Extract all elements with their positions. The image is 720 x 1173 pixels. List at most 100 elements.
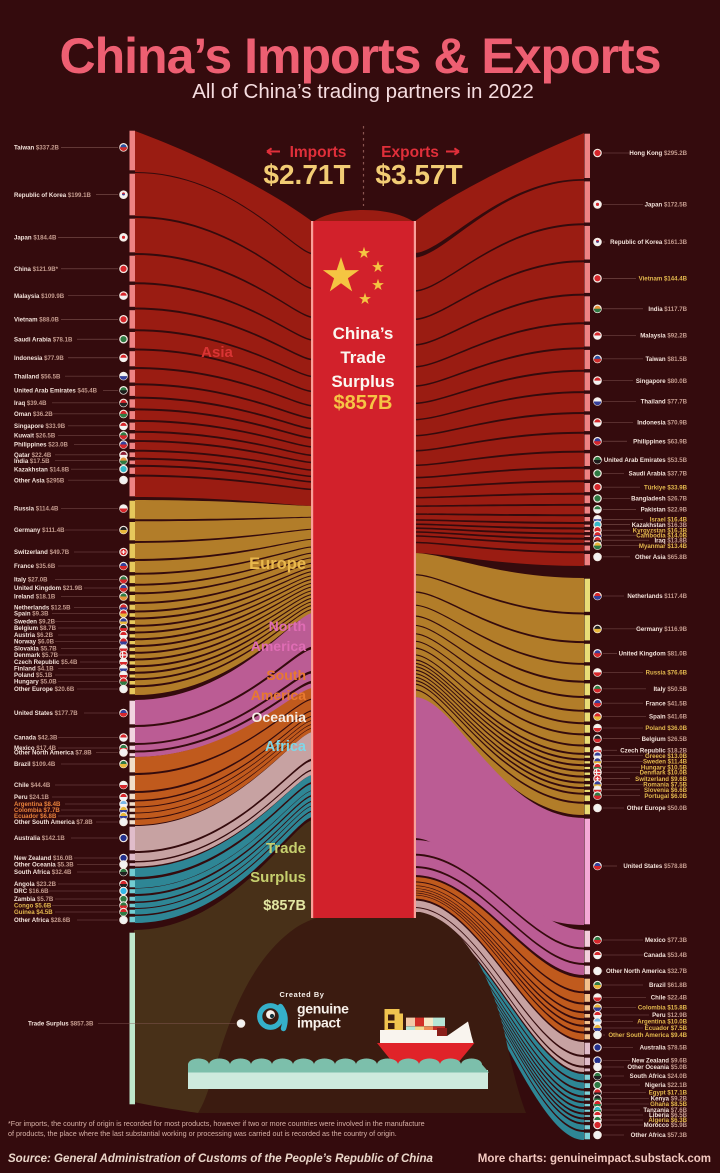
svg-text:Bangladesh $26.7B: Bangladesh $26.7B: [631, 496, 687, 503]
svg-text:Philippines $63.9B: Philippines $63.9B: [633, 438, 687, 445]
svg-text:Vietnam $88.0B: Vietnam $88.0B: [14, 317, 60, 324]
svg-text:Other Africa $28.6B: Other Africa $28.6B: [14, 917, 71, 924]
svg-text:Slovenia $6.6B: Slovenia $6.6B: [644, 787, 688, 794]
svg-text:Asia: Asia: [201, 344, 233, 361]
svg-text:*For imports, the country of o: *For imports, the country of origin is r…: [8, 1119, 425, 1128]
svg-text:Czech Republic $18.2B: Czech Republic $18.2B: [620, 747, 687, 754]
svg-text:France $35.6B: France $35.6B: [14, 563, 56, 570]
svg-text:Kuwait $26.5B: Kuwait $26.5B: [14, 433, 56, 440]
svg-text:Chile $22.4B: Chile $22.4B: [651, 995, 688, 1002]
svg-text:Australia $142.1B: Australia $142.1B: [14, 835, 65, 842]
svg-text:Italy $50.5B: Italy $50.5B: [653, 686, 687, 693]
svg-text:$857B: $857B: [334, 392, 393, 414]
svg-text:Netherlands $117.4B: Netherlands $117.4B: [627, 593, 687, 600]
svg-text:Guinea $4.5B: Guinea $4.5B: [14, 909, 53, 916]
svg-text:Greece $13.0B: Greece $13.0B: [645, 753, 688, 760]
svg-text:Finland $4.1B: Finland $4.1B: [14, 666, 54, 673]
svg-text:United Kingdom $81.0B: United Kingdom $81.0B: [619, 651, 688, 658]
svg-text:Singapore $33.9B: Singapore $33.9B: [14, 423, 66, 430]
svg-text:Japan $184.4B: Japan $184.4B: [14, 235, 57, 242]
svg-text:impact: impact: [297, 1015, 341, 1031]
svg-text:Malaysia $109.9B: Malaysia $109.9B: [14, 293, 65, 300]
svg-text:Indonesia $70.9B: Indonesia $70.9B: [637, 420, 687, 427]
svg-text:Other North America $7.8B: Other North America $7.8B: [14, 750, 92, 757]
svg-text:Republic of Korea $161.3B: Republic of Korea $161.3B: [610, 239, 687, 246]
svg-text:Canada $42.3B: Canada $42.3B: [14, 735, 58, 742]
svg-text:Ecuador $7.5B: Ecuador $7.5B: [645, 1025, 688, 1032]
svg-text:New Zealand $9.6B: New Zealand $9.6B: [632, 1058, 688, 1065]
svg-text:Denmark $5.7B: Denmark $5.7B: [14, 652, 59, 659]
svg-text:Other North America $32.7B: Other North America $32.7B: [606, 968, 688, 975]
svg-text:Australia $78.5B: Australia $78.5B: [640, 1045, 688, 1052]
svg-text:South Africa $24.0B: South Africa $24.0B: [630, 1073, 688, 1080]
svg-text:Oman $36.2B: Oman $36.2B: [14, 411, 53, 418]
svg-text:Belgium $8.7B: Belgium $8.7B: [14, 625, 57, 632]
svg-text:Iraq $39.4B: Iraq $39.4B: [14, 400, 47, 407]
svg-text:Thailand $56.5B: Thailand $56.5B: [14, 373, 61, 380]
svg-text:More charts: genuineimpact.sub: More charts: genuineimpact.substack.com: [478, 1153, 711, 1165]
svg-text:Congo $5.6B: Congo $5.6B: [14, 903, 52, 910]
svg-text:Cambodia $14.0B: Cambodia $14.0B: [636, 532, 687, 539]
svg-text:Canada $53.4B: Canada $53.4B: [644, 952, 688, 959]
svg-text:Other Oceania $5.0B: Other Oceania $5.0B: [627, 1064, 687, 1071]
svg-text:Ireland $18.1B: Ireland $18.1B: [14, 594, 56, 601]
svg-text:Created By: Created By: [279, 990, 324, 999]
svg-text:Algeria $6.3B: Algeria $6.3B: [648, 1117, 687, 1124]
svg-text:Pakistan $22.9B: Pakistan $22.9B: [641, 507, 688, 514]
svg-text:South Africa $32.4B: South Africa $32.4B: [14, 869, 72, 876]
svg-text:Republic of Korea $199.1B: Republic of Korea $199.1B: [14, 192, 91, 199]
svg-text:Sweden $11.4B: Sweden $11.4B: [643, 759, 688, 766]
svg-text:Philippines $23.0B: Philippines $23.0B: [14, 442, 68, 449]
svg-text:Vietnam $144.4B: Vietnam $144.4B: [639, 276, 688, 283]
svg-text:Trade Surplus $857.3B: Trade Surplus $857.3B: [28, 1021, 94, 1028]
svg-text:genuine: genuine: [297, 1001, 349, 1017]
svg-text:Other Oceania $5.3B: Other Oceania $5.3B: [14, 862, 74, 869]
svg-text:of products, the place where t: of products, the place where the last su…: [8, 1129, 397, 1138]
svg-text:France $41.5B: France $41.5B: [646, 700, 688, 707]
svg-text:All of China’s trading partner: All of China’s trading partners in 2022: [192, 80, 534, 103]
svg-text:United Arab Emirates $45.4B: United Arab Emirates $45.4B: [14, 388, 98, 395]
svg-text:Switzerland $49.7B: Switzerland $49.7B: [14, 549, 70, 556]
svg-text:China’s Imports & Exports: China’s Imports & Exports: [59, 28, 660, 84]
svg-text:Ecuador $6.8B: Ecuador $6.8B: [14, 813, 57, 820]
svg-text:Colombia $7.7B: Colombia $7.7B: [14, 807, 60, 814]
svg-text:Angola $23.2B: Angola $23.2B: [14, 881, 57, 888]
svg-text:Spain $9.3B: Spain $9.3B: [14, 611, 49, 618]
svg-text:India $117.7B: India $117.7B: [648, 306, 687, 313]
svg-text:Kyrgyzstan $16.3B: Kyrgyzstan $16.3B: [633, 527, 688, 534]
svg-text:America: America: [251, 687, 306, 703]
svg-text:Qatar $22.4B: Qatar $22.4B: [14, 452, 52, 459]
svg-text:Brazil $109.4B: Brazil $109.4B: [14, 761, 56, 768]
svg-text:Surplus: Surplus: [331, 372, 394, 391]
svg-text:Iraq $13.8B: Iraq $13.8B: [654, 537, 687, 544]
svg-text:Kazakhstan $14.8B: Kazakhstan $14.8B: [14, 466, 70, 473]
svg-text:Indonesia $77.9B: Indonesia $77.9B: [14, 355, 64, 362]
svg-text:Saudi Arabia $78.1B: Saudi Arabia $78.1B: [14, 336, 73, 343]
svg-text:Taiwan $337.2B: Taiwan $337.2B: [14, 145, 60, 152]
svg-text:Belgium $26.5B: Belgium $26.5B: [642, 736, 688, 743]
svg-text:Exports: Exports: [381, 144, 439, 161]
svg-text:Malaysia $92.2B: Malaysia $92.2B: [640, 333, 687, 340]
svg-text:Italy $27.0B: Italy $27.0B: [14, 577, 48, 584]
svg-text:Argentina $8.4B: Argentina $8.4B: [14, 801, 61, 808]
svg-text:Other Asia $295B: Other Asia $295B: [14, 477, 65, 484]
svg-text:Other Asia $65.8B: Other Asia $65.8B: [635, 554, 688, 561]
svg-text:Sweden $9.2B: Sweden $9.2B: [14, 619, 56, 626]
svg-text:Other South America $9.4B: Other South America $9.4B: [608, 1032, 687, 1039]
svg-text:Germany $111.4B: Germany $111.4B: [14, 527, 65, 534]
svg-text:Colombia $15.8B: Colombia $15.8B: [638, 1005, 688, 1012]
svg-text:Mexico $77.3B: Mexico $77.3B: [645, 937, 688, 944]
svg-text:Imports: Imports: [290, 144, 347, 161]
svg-text:Tanzania $7.6B: Tanzania $7.6B: [643, 1107, 687, 1114]
svg-text:Morocco $5.9B: Morocco $5.9B: [644, 1122, 688, 1129]
svg-text:Switzerland $9.6B: Switzerland $9.6B: [635, 776, 687, 783]
svg-text:Japan $172.5B: Japan $172.5B: [645, 202, 688, 209]
svg-text:Kenya $9.2B: Kenya $9.2B: [651, 1096, 688, 1103]
svg-text:Other South America $7.8B: Other South America $7.8B: [14, 819, 93, 826]
svg-text:United Arab Emirates $53.5B: United Arab Emirates $53.5B: [604, 457, 688, 464]
svg-text:Czech Republic $5.4B: Czech Republic $5.4B: [14, 659, 78, 666]
svg-text:Romania $7.5B: Romania $7.5B: [643, 782, 687, 789]
svg-text:North: North: [269, 618, 306, 634]
svg-text:America: America: [251, 638, 306, 654]
svg-text:Trade: Trade: [266, 840, 306, 857]
